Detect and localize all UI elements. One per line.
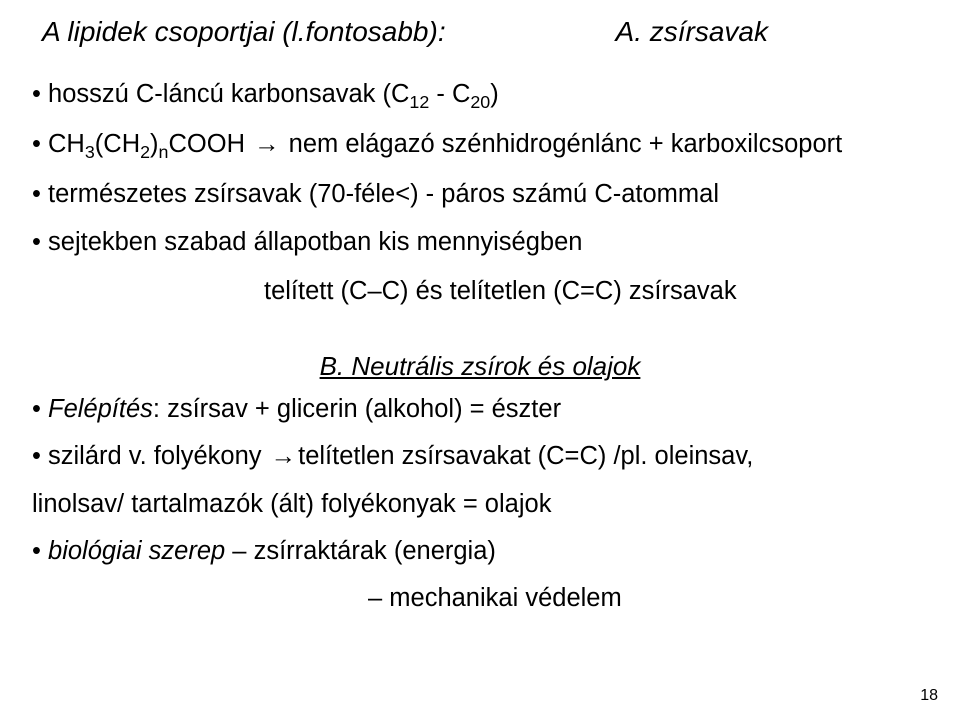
arrow-icon: → [269,433,299,480]
text: • hosszú C-láncú karbonsavak (C [32,80,409,108]
section-a-bullets: • hosszú C-láncú karbonsavak (C12 - C20)… [32,70,928,315]
title-left: A lipidek csoportjai (l.fontosabb): [42,16,446,47]
arrow-icon: → [252,120,282,168]
sub: 2 [140,142,150,162]
text: • szilárd v. folyékony [32,442,269,470]
title-right: A. zsírsavak [616,16,768,48]
text: • [32,537,48,565]
bullet-1: • hosszú C-láncú karbonsavak (C12 - C20) [32,70,928,120]
text: nem elágazó szénhidrogénlánc + karboxilc… [282,130,843,158]
text: ) [150,130,159,158]
sub: 12 [409,92,429,112]
sub: n [159,142,169,162]
text: (CH [95,130,140,158]
bullet-5: telített (C–C) és telítetlen (C=C) zsírs… [32,267,928,315]
title-line: A lipidek csoportjai (l.fontosabb): A. z… [32,16,928,48]
sb-line-3: linolsav/ tartalmazók (ált) folyékonyak … [32,481,928,528]
bullet-2: • CH3(CH2)nCOOH → nem elágazó szénhidrog… [32,120,928,170]
text: – zsírraktárak (energia) [225,537,496,565]
text: : zsírsav + glicerin (alkohol) = észter [153,395,561,423]
text: • CH [32,130,85,158]
page-number: 18 [920,687,938,705]
slide-page: A lipidek csoportjai (l.fontosabb): A. z… [0,0,960,715]
sub: 20 [470,92,490,112]
bullet-4: • sejtekben szabad állapotban kis mennyi… [32,218,928,266]
italic-text: Felépítés [48,395,153,423]
section-b-heading: B. Neutrális zsírok és olajok [32,351,928,382]
sb-line-1: • Felépítés: zsírsav + glicerin (alkohol… [32,386,928,433]
text: - C [429,80,470,108]
text: ) [490,80,499,108]
section-b-body: • Felépítés: zsírsav + glicerin (alkohol… [32,386,928,622]
bullet-3: • természetes zsírsavak (70-féle<) - pár… [32,170,928,218]
text: telítetlen zsírsavakat (C=C) /pl. oleins… [298,442,753,470]
sub: 3 [85,142,95,162]
text: COOH [168,130,252,158]
italic-text: biológiai szerep [48,537,225,565]
text: • [32,395,48,423]
sb-line-5: – mechanikai védelem [32,575,928,622]
sb-line-4: • biológiai szerep – zsírraktárak (energ… [32,528,928,575]
sb-line-2: • szilárd v. folyékony →telítetlen zsírs… [32,433,928,480]
